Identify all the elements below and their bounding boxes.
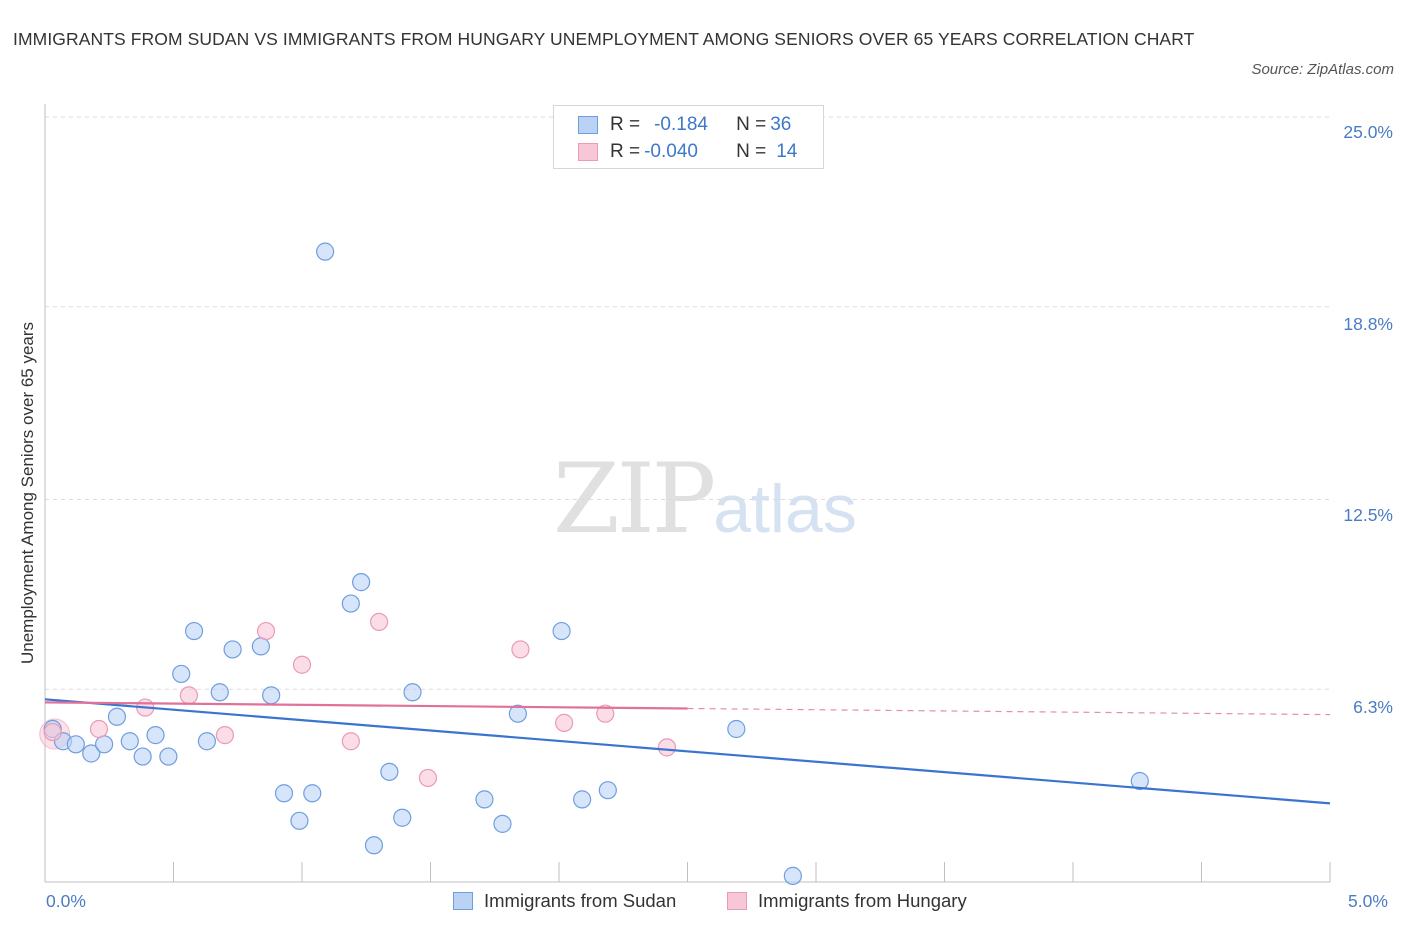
r-value: -0.040 xyxy=(644,141,698,162)
r-value: -0.184 xyxy=(654,114,708,135)
n-label: N = xyxy=(736,114,767,135)
source-label: Source: ZipAtlas.com xyxy=(1251,61,1394,78)
legend-label-hungary: Immigrants from Hungary xyxy=(758,890,967,911)
y-tick-label: 12.5% xyxy=(1343,505,1393,525)
sudan-swatch xyxy=(578,116,598,134)
sudan-point xyxy=(316,242,335,261)
sudan-point xyxy=(159,747,178,766)
sudan-point xyxy=(184,621,204,641)
sudan-point xyxy=(223,640,242,659)
hungary-point xyxy=(292,655,312,674)
sudan-point xyxy=(493,814,512,833)
sudan-point xyxy=(172,664,191,684)
hungary-point xyxy=(511,640,530,659)
bottom-legend-hungary: Immigrants from Hungary xyxy=(727,890,967,912)
sudan-point xyxy=(380,762,399,781)
y-tick-label: 6.3% xyxy=(1353,697,1393,717)
correlation-legend: R = -0.184 N = 36 R = -0.040 N = 14 xyxy=(553,105,824,169)
sudan-point xyxy=(475,790,494,809)
watermark: ZIPatlas xyxy=(553,443,857,555)
watermark-zip: ZIP xyxy=(553,443,716,555)
sudan-point xyxy=(82,744,101,763)
sudan-point xyxy=(133,747,152,766)
r-label: R = xyxy=(610,141,641,162)
sudan-point xyxy=(573,790,592,809)
sudan-swatch xyxy=(453,892,473,910)
n-value: 14 xyxy=(776,141,798,162)
sudan-point xyxy=(303,784,322,803)
y-axis-label: Unemployment Among Seniors over 65 years xyxy=(18,321,37,665)
hungary-trend-extension xyxy=(687,707,1331,716)
hungary-trend-line xyxy=(44,701,688,710)
sudan-point xyxy=(598,781,617,800)
sudan-point xyxy=(66,735,85,754)
sudan-point xyxy=(274,784,294,803)
sudan-point xyxy=(508,704,527,723)
sudan-point xyxy=(352,573,371,592)
watermark-atlas: atlas xyxy=(713,471,857,547)
hungary-point xyxy=(179,686,199,705)
x-tick-label: 0.0% xyxy=(46,891,86,911)
n-value: 36 xyxy=(770,114,792,135)
bottom-legend-sudan: Immigrants from Sudan xyxy=(453,890,676,912)
sudan-point xyxy=(210,683,229,702)
sudan-point xyxy=(197,732,217,751)
hungary-swatch xyxy=(578,143,598,161)
sudan-trend-line xyxy=(44,698,1331,805)
sudan-point xyxy=(783,866,802,885)
y-tick-label: 18.8% xyxy=(1343,314,1393,334)
sudan-point xyxy=(251,637,270,656)
hungary-point xyxy=(418,768,438,788)
sudan-point xyxy=(1130,771,1149,791)
sudan-point xyxy=(146,726,165,745)
sudan-point xyxy=(403,683,422,702)
sudan-point xyxy=(290,811,309,830)
sudan-point xyxy=(262,686,281,705)
hungary-point xyxy=(215,726,234,745)
hungary-point xyxy=(657,738,677,757)
sudan-point xyxy=(364,836,384,855)
r-label: R = xyxy=(610,114,641,135)
sudan-point xyxy=(107,707,127,726)
hungary-point xyxy=(555,713,574,732)
hungary-point xyxy=(256,621,276,641)
legend-row-sudan: R = -0.184 N = 36 xyxy=(578,113,791,137)
hungary-point xyxy=(89,719,109,739)
chart-title: IMMIGRANTS FROM SUDAN VS IMMIGRANTS FROM… xyxy=(13,29,1195,49)
legend-row-hungary: R = -0.040 N = 14 xyxy=(578,140,797,164)
sudan-point xyxy=(727,719,746,739)
sudan-point xyxy=(393,808,412,827)
sudan-point xyxy=(95,735,114,754)
sudan-point xyxy=(341,594,360,613)
sudan-point xyxy=(552,621,571,641)
hungary-point xyxy=(596,704,615,723)
n-label: N = xyxy=(736,141,767,162)
sudan-point xyxy=(120,732,139,751)
hungary-point xyxy=(370,612,389,632)
y-tick-label: 25.0% xyxy=(1343,122,1393,142)
hungary-point xyxy=(43,722,62,742)
hungary-swatch xyxy=(727,892,747,910)
hungary-point xyxy=(341,732,360,751)
legend-label-sudan: Immigrants from Sudan xyxy=(484,890,677,911)
x-tick-label: 5.0% xyxy=(1348,891,1388,911)
